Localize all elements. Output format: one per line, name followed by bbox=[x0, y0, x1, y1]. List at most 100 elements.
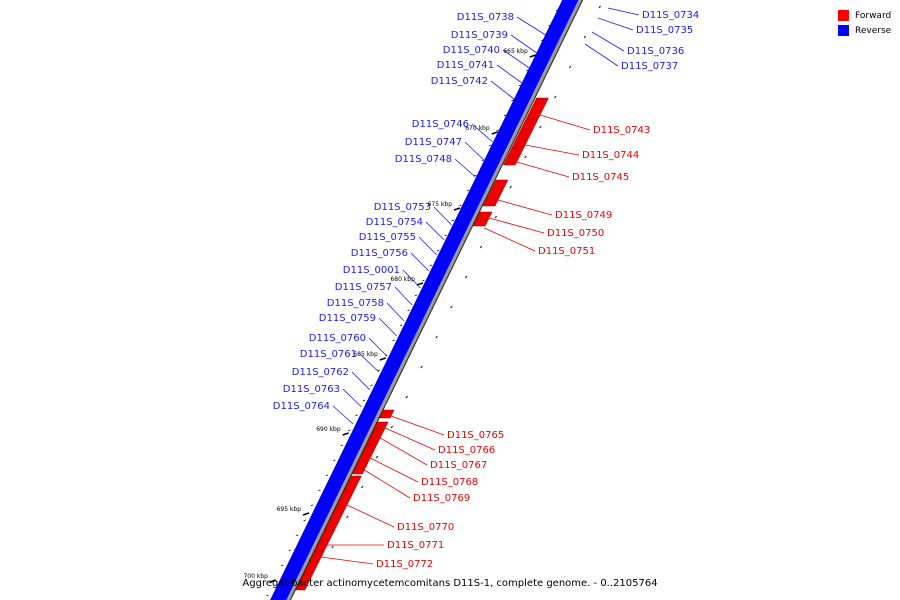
reverse-gene-label: D11S_0760 bbox=[309, 333, 366, 344]
minor-tick bbox=[310, 504, 314, 507]
forward-gene-label: D11S_0768 bbox=[421, 477, 478, 488]
minor-tick bbox=[266, 594, 269, 597]
reverse-gene-label-leader bbox=[490, 80, 515, 100]
minor-tick bbox=[348, 429, 351, 432]
minor-tick bbox=[288, 549, 291, 552]
forward-gene-label-leader bbox=[483, 227, 536, 252]
tick-label: 680 kbp bbox=[390, 276, 415, 283]
reverse-gene-label-leader bbox=[433, 206, 452, 226]
reverse-gene-label-leader bbox=[378, 317, 397, 337]
minor-tick bbox=[296, 534, 299, 537]
reverse-gene-label-leader bbox=[394, 286, 413, 306]
tick-label: 690 kbp bbox=[316, 426, 341, 433]
minor-tick bbox=[333, 459, 336, 462]
minor-tick bbox=[318, 489, 321, 492]
legend-forward: Forward bbox=[838, 10, 891, 21]
feature-dash bbox=[405, 395, 408, 399]
genome-backbone bbox=[270, 0, 584, 600]
reverse-gene-label-leader bbox=[607, 7, 640, 16]
minor-tick bbox=[355, 414, 358, 417]
feature-dash bbox=[598, 5, 602, 9]
backbone-outline bbox=[289, 0, 584, 600]
minor-tick bbox=[555, 9, 559, 12]
forward-gene-label-leader bbox=[488, 217, 545, 234]
forward-gene-label: D11S_0771 bbox=[387, 540, 444, 551]
forward-gene-label: D11S_0770 bbox=[397, 522, 454, 533]
minor-tick bbox=[273, 579, 277, 582]
feature-dash bbox=[464, 275, 468, 279]
forward-gene-label: D11S_0769 bbox=[413, 493, 470, 504]
minor-tick bbox=[533, 54, 536, 57]
minor-tick bbox=[370, 384, 373, 387]
forward-gene-label-leader bbox=[370, 457, 419, 483]
feature-dash bbox=[509, 185, 512, 189]
minor-tick bbox=[541, 39, 544, 42]
backbone-inner-edge bbox=[270, 0, 563, 600]
reverse-gene-label: D11S_0763 bbox=[283, 384, 340, 395]
reverse-gene-label-leader bbox=[516, 16, 546, 36]
legend-reverse: Reverse bbox=[838, 25, 891, 36]
reverse-gene-label-leader bbox=[351, 371, 371, 391]
forward-gene-label: D11S_0743 bbox=[593, 125, 650, 136]
minor-tick bbox=[422, 279, 425, 282]
feature-dash bbox=[375, 455, 379, 459]
forward-gene-block bbox=[502, 147, 525, 166]
forward-gene-label-leader bbox=[384, 427, 436, 451]
minor-tick bbox=[429, 264, 432, 267]
feature-dash bbox=[331, 545, 334, 549]
forward-strand-track bbox=[286, 0, 583, 600]
reverse-gene-label: D11S_0761 bbox=[300, 349, 357, 360]
feature-dash bbox=[568, 65, 572, 69]
forward-gene-label: D11S_0744 bbox=[582, 150, 639, 161]
minor-tick bbox=[325, 474, 329, 477]
minor-tick bbox=[303, 519, 306, 522]
reverse-gene-label-leader bbox=[591, 31, 625, 52]
forward-gene-label-leader bbox=[390, 415, 445, 436]
forward-gene-label: D11S_0749 bbox=[555, 210, 612, 221]
forward-gene-label-leader bbox=[497, 199, 553, 216]
reverse-gene-label-leader bbox=[464, 141, 485, 161]
major-tick bbox=[302, 512, 310, 516]
feature-dash bbox=[390, 425, 394, 429]
legend-reverse-label: Reverse bbox=[855, 25, 892, 36]
reverse-gene-label: D11S_0753 bbox=[374, 202, 431, 213]
tick-label: 665 kbp bbox=[503, 48, 528, 55]
reverse-gene-label: D11S_0757 bbox=[335, 282, 392, 293]
forward-gene-label-leader bbox=[364, 469, 411, 499]
minor-tick bbox=[548, 24, 551, 27]
reverse-gene-label: D11S_0737 bbox=[621, 61, 678, 72]
reverse-gene-label: D11S_0001 bbox=[343, 265, 400, 276]
major-tick bbox=[453, 207, 461, 211]
minor-tick bbox=[399, 324, 403, 327]
minor-tick bbox=[437, 249, 440, 252]
major-tick bbox=[416, 282, 424, 286]
minor-tick bbox=[362, 399, 366, 402]
reverse-gene-label-leader bbox=[597, 17, 634, 31]
forward-gene-label-leader bbox=[539, 114, 591, 131]
minor-tick bbox=[526, 69, 529, 72]
reverse-gene-label: D11S_0742 bbox=[431, 76, 488, 87]
forward-swatch bbox=[838, 10, 849, 21]
forward-gene-label: D11S_0766 bbox=[438, 445, 495, 456]
minor-tick bbox=[503, 114, 507, 117]
reverse-gene-label: D11S_0738 bbox=[457, 12, 514, 23]
reverse-gene-label: D11S_0748 bbox=[395, 154, 452, 165]
reverse-gene-label-leader bbox=[342, 388, 362, 408]
major-tick bbox=[491, 131, 498, 135]
reverse-gene-label: D11S_0759 bbox=[319, 313, 376, 324]
reverse-strand-band bbox=[270, 0, 579, 600]
reverse-gene-label: D11S_0740 bbox=[443, 45, 500, 56]
reverse-gene-label: D11S_0758 bbox=[327, 298, 384, 309]
feature-dash bbox=[524, 155, 527, 159]
tick-label: 695 kbp bbox=[277, 506, 302, 513]
forward-gene-block bbox=[482, 179, 509, 207]
feature-dash bbox=[494, 215, 498, 219]
major-tick bbox=[342, 432, 349, 436]
feature-dash bbox=[479, 245, 483, 249]
reverse-gene-label-leader bbox=[402, 269, 421, 289]
minor-tick bbox=[392, 339, 395, 342]
reverse-gene-label-leader bbox=[418, 236, 438, 256]
forward-gene-label: D11S_0751 bbox=[538, 246, 595, 257]
feature-dash bbox=[583, 35, 587, 39]
